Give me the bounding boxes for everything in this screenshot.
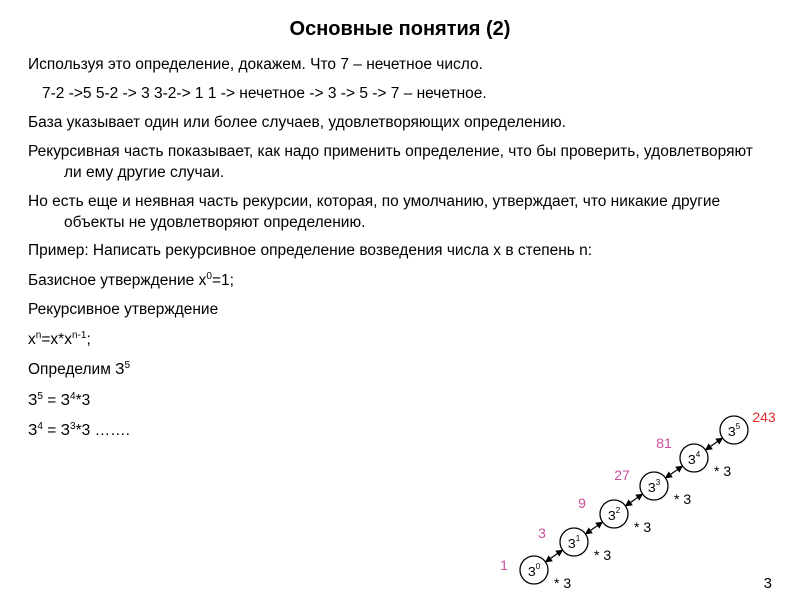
svg-text:27: 27: [614, 467, 630, 483]
paragraph-10: Определим З5: [28, 359, 772, 381]
paragraph-8: Рекурсивное утверждение: [28, 300, 772, 321]
recursion-diagram: З0* 3З1* 3З2* 3З3* 3З4* 3З51392781243: [472, 390, 782, 590]
page-title: Основные понятия (2): [28, 18, 772, 41]
svg-text:* 3: * 3: [634, 519, 651, 535]
paragraph-4: Рекурсивная часть показывает, как надо п…: [28, 142, 772, 184]
paragraph-9: хn=х*хn-1;: [28, 329, 772, 351]
paragraph-3: База указывает один или более случаев, у…: [28, 113, 772, 134]
svg-text:1: 1: [500, 557, 508, 573]
svg-text:* 3: * 3: [554, 575, 571, 591]
svg-text:3: 3: [538, 525, 546, 541]
svg-text:* 3: * 3: [674, 491, 691, 507]
svg-text:* 3: * 3: [594, 547, 611, 563]
svg-text:9: 9: [578, 495, 586, 511]
page-number: 3: [764, 575, 772, 592]
paragraph-1: Используя это определение, докажем. Что …: [28, 55, 772, 76]
svg-text:243: 243: [752, 409, 776, 425]
svg-text:* 3: * 3: [714, 463, 731, 479]
svg-text:81: 81: [656, 435, 672, 451]
paragraph-7: Базисное утверждение х0=1;: [28, 270, 772, 292]
paragraph-2: 7-2 ->5 5-2 -> 3 3-2-> 1 1 -> нечетное -…: [28, 84, 772, 105]
paragraph-5: Но есть еще и неявная часть рекурсии, ко…: [28, 192, 772, 234]
paragraph-6: Пример: Написать рекурсивное определение…: [28, 241, 772, 262]
